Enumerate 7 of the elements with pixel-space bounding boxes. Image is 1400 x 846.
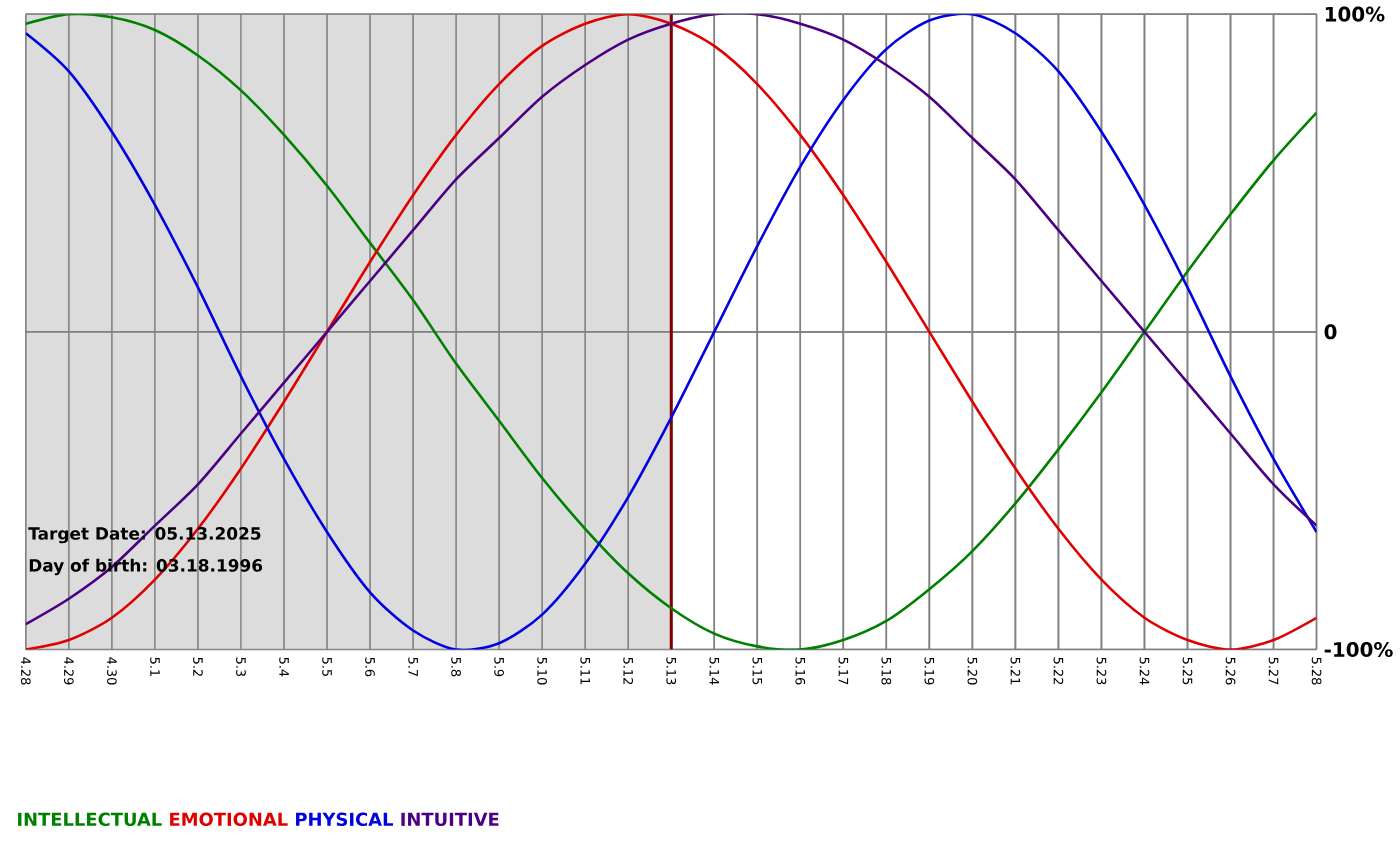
text: EMOTIONAL xyxy=(170,812,288,826)
text: INTUITIVE xyxy=(401,812,499,826)
y-tick-label: 0 xyxy=(1324,324,1337,340)
text: PHYSICAL xyxy=(296,812,393,826)
text: INTELLECTUAL xyxy=(18,812,162,826)
y-tick-label: -100% xyxy=(1324,641,1393,657)
y-tick-label: 100% xyxy=(1325,6,1385,22)
